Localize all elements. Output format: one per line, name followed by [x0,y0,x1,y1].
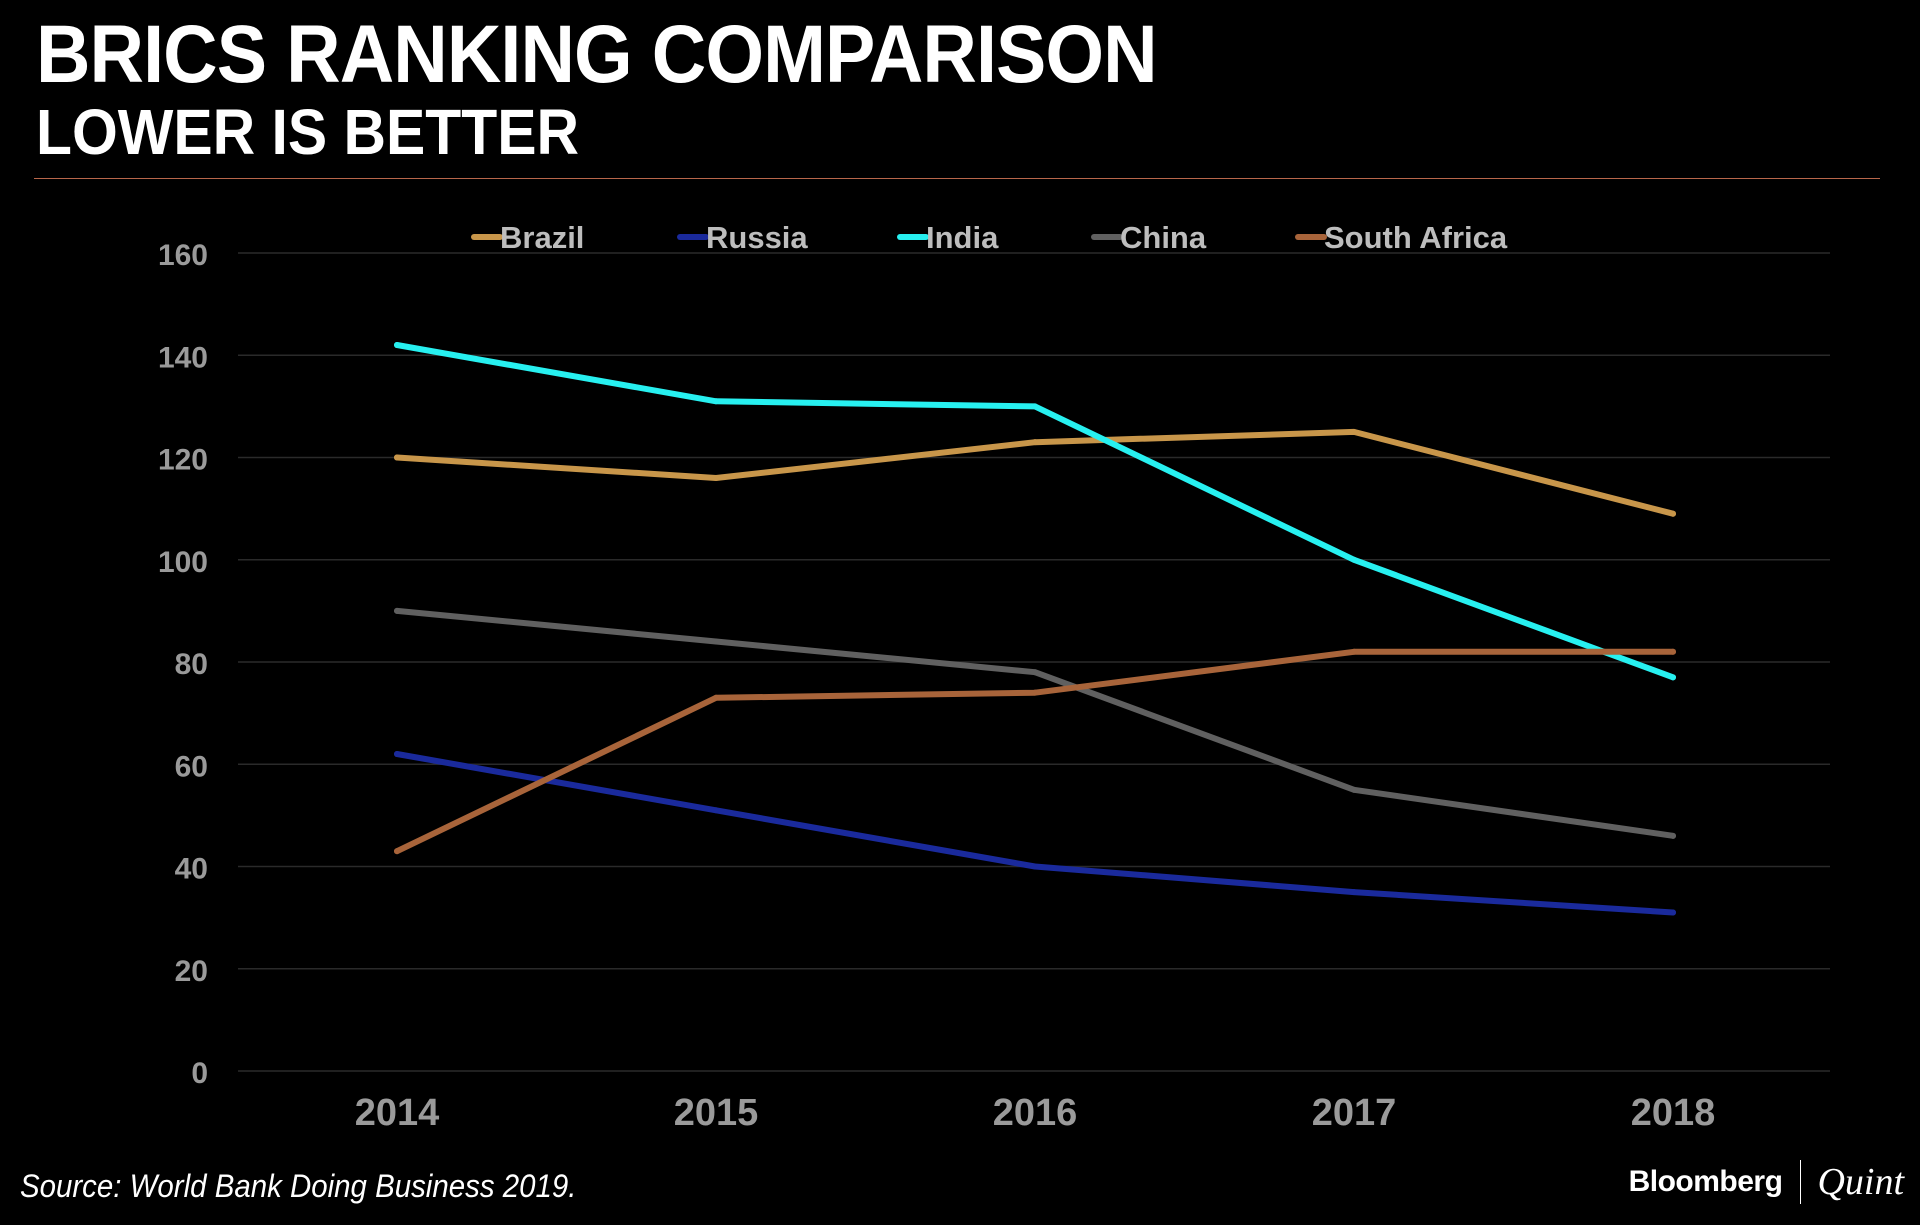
y-tick-label: 160 [158,239,208,272]
series-line-south-africa [394,648,1676,855]
legend-label-china: China [1120,220,1207,255]
legend-label-south-africa: South Africa [1324,220,1508,255]
data-point-south-africa [1670,648,1676,655]
y-tick-label: 40 [175,853,208,886]
data-point-india [1351,556,1357,563]
data-point-russia [1351,889,1357,896]
x-tick-label: 2018 [1631,1092,1716,1134]
y-tick-label: 80 [175,648,208,681]
data-point-brazil [1670,510,1676,517]
y-tick-label: 140 [158,341,208,374]
brand-quint: Quint [1817,1161,1904,1203]
chart-title: BRICS RANKING COMPARISON [36,9,1158,100]
source-note: Source: World Bank Doing Business 2019. [20,1168,577,1204]
brand-bloomberg: Bloomberg [1628,1165,1783,1198]
y-tick-label: 100 [158,546,208,579]
legend-label-russia: Russia [706,220,808,255]
series-line-china [394,607,1676,839]
data-point-south-africa [1351,648,1357,655]
data-point-russia [394,751,400,758]
data-point-india [394,342,400,349]
x-tick-label: 2017 [1312,1092,1397,1134]
y-tick-label: 20 [175,955,208,988]
data-point-south-africa [1032,689,1038,696]
data-point-brazil [713,474,719,481]
data-point-brazil [1351,428,1357,435]
data-point-russia [1032,863,1038,870]
data-point-brazil [1032,439,1038,446]
data-point-russia [713,807,719,814]
data-point-russia [1670,909,1676,916]
data-point-south-africa [713,694,719,701]
data-point-china [394,607,400,614]
y-tick-label: 120 [158,444,208,477]
legend-label-brazil: Brazil [500,220,584,255]
y-tick-label: 60 [175,750,208,783]
data-point-india [713,398,719,405]
brand-separator [1800,1160,1802,1204]
series-line-russia [394,751,1676,916]
x-tick-label: 2015 [674,1092,759,1134]
data-point-china [1032,669,1038,676]
chart-subtitle: LOWER IS BETTER [36,96,580,168]
x-tick-label: 2016 [993,1092,1078,1134]
data-point-india [1032,403,1038,410]
brand-logo: Bloomberg Quint [1629,1160,1904,1204]
data-point-india [1670,674,1676,681]
data-point-china [713,638,719,645]
data-point-china [1351,786,1357,793]
data-point-china [1670,832,1676,839]
y-tick-label: 0 [191,1057,208,1090]
data-point-brazil [394,454,400,461]
data-point-south-africa [394,848,400,855]
title-divider [34,178,1880,179]
x-tick-label: 2014 [355,1092,440,1134]
legend-label-india: India [926,220,999,255]
